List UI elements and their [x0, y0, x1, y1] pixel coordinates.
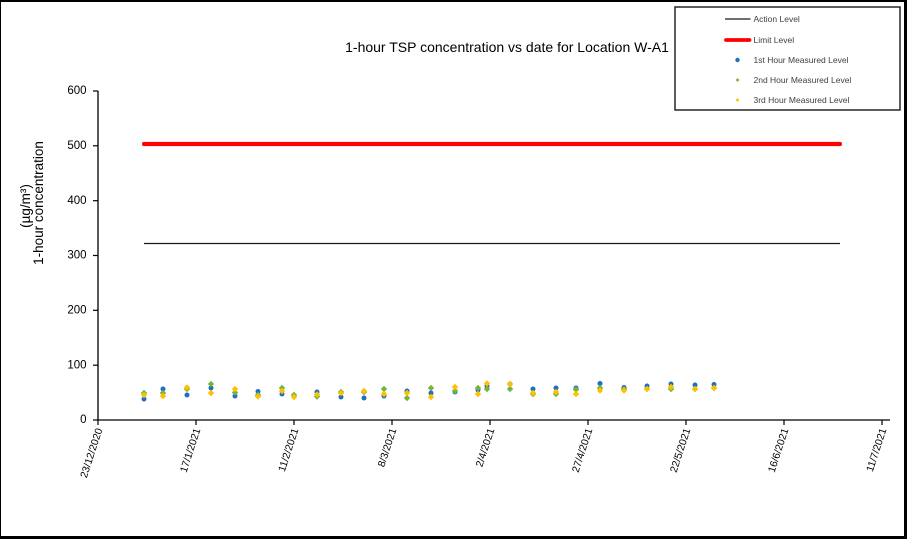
svg-text:2/4/2021: 2/4/2021	[475, 427, 498, 469]
svg-text:0: 0	[80, 414, 86, 426]
svg-text:1st Hour Measured Level: 1st Hour Measured Level	[754, 55, 849, 65]
svg-text:500: 500	[67, 140, 86, 152]
svg-text:11/2/2021: 11/2/2021	[277, 427, 301, 473]
svg-text:27/4/2021: 27/4/2021	[571, 427, 596, 474]
svg-text:1-hour concentration: 1-hour concentration	[31, 141, 46, 265]
svg-text:22/5/2021: 22/5/2021	[669, 427, 694, 474]
svg-text:100: 100	[67, 359, 86, 371]
svg-text:2nd Hour Measured Level: 2nd Hour Measured Level	[754, 75, 852, 85]
svg-text:8/3/2021: 8/3/2021	[377, 427, 400, 469]
svg-text:1-hour TSP concentration vs da: 1-hour TSP concentration vs date for Loc…	[345, 39, 669, 55]
svg-text:23/12/2020: 23/12/2020	[79, 427, 105, 480]
svg-text:600: 600	[67, 85, 86, 97]
svg-text:11/7/2021: 11/7/2021	[865, 427, 889, 473]
svg-text:300: 300	[67, 250, 86, 262]
svg-text:Limit Level: Limit Level	[754, 35, 795, 45]
svg-text:(µg/m³): (µg/m³)	[18, 184, 33, 228]
svg-text:16/6/2021: 16/6/2021	[767, 427, 792, 474]
svg-text:Action Level: Action Level	[754, 14, 800, 24]
svg-text:17/1/2021: 17/1/2021	[179, 427, 204, 474]
svg-text:400: 400	[67, 195, 86, 207]
svg-text:3rd Hour Measured Level: 3rd Hour Measured Level	[754, 95, 850, 105]
svg-text:200: 200	[67, 305, 86, 317]
